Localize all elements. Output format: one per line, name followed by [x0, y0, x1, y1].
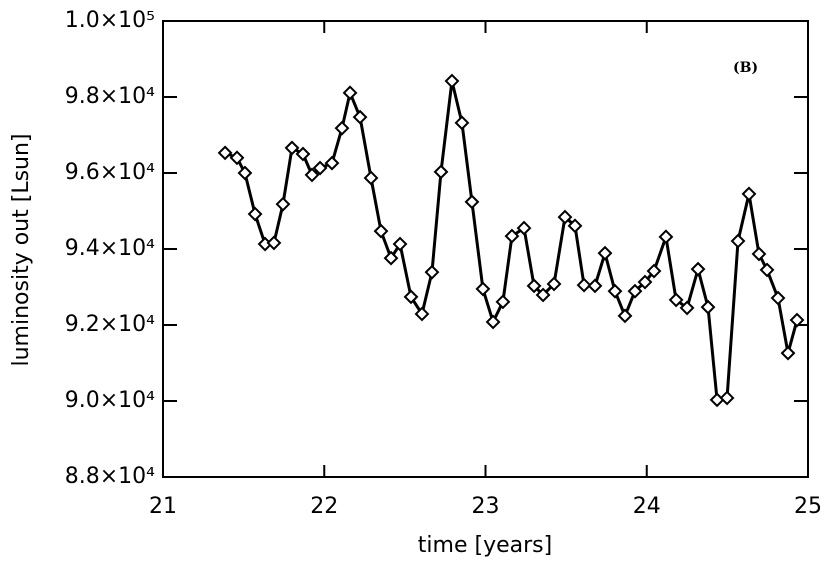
x-tick-label: 25: [794, 494, 822, 519]
data-point: [383, 250, 399, 266]
data-point: [504, 228, 520, 244]
data-point: [617, 308, 633, 324]
y-tick-label: 8.8×10⁴: [65, 464, 155, 489]
y-tick-label: 9.4×10⁴: [65, 236, 155, 261]
x-axis-label: time [years]: [418, 533, 552, 558]
data-point: [597, 245, 613, 261]
data-point: [247, 206, 263, 222]
y-tick-label: 9.0×10⁴: [65, 388, 155, 413]
y-tick-label: 9.2×10⁴: [65, 312, 155, 337]
data-point: [770, 290, 786, 306]
data-point: [627, 283, 643, 299]
data-point: [535, 287, 551, 303]
data-point: [607, 283, 623, 299]
data-point: [668, 292, 684, 308]
x-tick-label: 24: [633, 494, 661, 519]
data-point: [709, 392, 725, 408]
data-point: [730, 233, 746, 249]
data-point: [646, 263, 662, 279]
data-point: [217, 145, 233, 161]
data-point: [516, 220, 532, 236]
y-tick-label: 9.6×10⁴: [65, 160, 155, 185]
data-line: [224, 80, 799, 402]
data-point: [546, 276, 562, 292]
x-tick-label: 21: [149, 494, 177, 519]
data-point: [780, 345, 796, 361]
data-point: [719, 390, 735, 406]
data-point: [475, 281, 491, 297]
data-point: [567, 218, 583, 234]
data-point: [334, 120, 350, 136]
data-point: [485, 314, 501, 330]
data-point: [424, 264, 440, 280]
data-point: [454, 115, 470, 131]
data-point: [444, 73, 460, 89]
data-point: [495, 294, 511, 310]
data-point: [789, 312, 805, 328]
y-tick-label: 1.0×10⁵: [65, 8, 155, 33]
data-point: [414, 306, 430, 322]
data-point: [751, 246, 767, 262]
data-point: [700, 299, 716, 315]
data-point: [679, 300, 695, 316]
data-point: [433, 164, 449, 180]
data-point: [526, 278, 542, 294]
annotation: (B): [733, 60, 758, 76]
data-point: [237, 165, 253, 181]
y-axis-label: luminosity out [Lsun]: [9, 133, 34, 366]
plot-frame: [162, 20, 809, 478]
data-point: [229, 150, 245, 166]
data-point: [759, 262, 775, 278]
x-tick-label: 22: [310, 494, 338, 519]
data-point: [373, 223, 389, 239]
data-point: [557, 209, 573, 225]
data-point: [312, 160, 328, 176]
data-point: [363, 170, 379, 186]
data-point: [741, 186, 757, 202]
data-point: [658, 229, 674, 245]
y-tick-label: 9.8×10⁴: [65, 84, 155, 109]
data-point: [352, 109, 368, 125]
data-point: [275, 196, 291, 212]
x-tick-label: 23: [472, 494, 500, 519]
data-point: [324, 155, 340, 171]
data-point: [266, 235, 282, 251]
data-point: [295, 146, 311, 162]
data-point: [392, 236, 408, 252]
data-point: [690, 261, 706, 277]
data-point: [637, 274, 653, 290]
data-point: [403, 289, 419, 305]
data-point: [587, 278, 603, 294]
data-point: [464, 194, 480, 210]
data-point: [284, 140, 300, 156]
data-point: [304, 167, 320, 183]
data-point: [342, 85, 358, 101]
data-point: [576, 277, 592, 293]
